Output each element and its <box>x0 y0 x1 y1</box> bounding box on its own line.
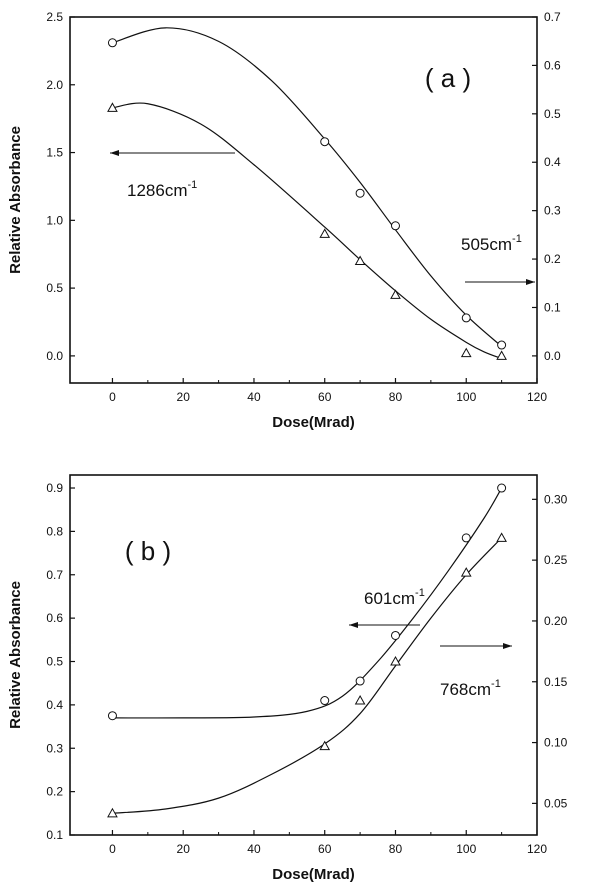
panel-b-y-left-tick-label: 0.5 <box>46 655 63 669</box>
panel-b-y-right-tick-label: 0.30 <box>544 492 568 506</box>
panel-a-x-tick-label: 0 <box>109 390 116 404</box>
panel-b-y-left-tick-label: 0.2 <box>46 785 63 799</box>
panel-a-x-axis-label: Dose(Mrad) <box>272 414 355 431</box>
panel-b-x-tick-label: 80 <box>389 842 403 856</box>
panel-b-series-circle-point <box>497 483 507 493</box>
panel-b-series-triangle-point <box>460 567 472 577</box>
panel-a-y-right-tick-label: 0.0 <box>544 349 561 363</box>
panel-b-y-left-tick-label: 0.6 <box>46 611 63 625</box>
panel-b-series-circle-point <box>320 696 330 706</box>
panel-a-x-tick-label: 100 <box>456 390 476 404</box>
panel-a-y-right-tick-label: 0.4 <box>544 155 561 169</box>
panel-a-series-circle-point <box>497 340 507 350</box>
panel-a-annotation-arrow-right-head <box>526 279 535 285</box>
panel-b-y-left-tick-label: 0.1 <box>46 828 63 842</box>
panel-a-series-circle-point <box>390 221 400 231</box>
panel-a-panel-label: ( a ) <box>425 63 471 93</box>
panel-b-series-triangle-point <box>354 695 366 705</box>
panel-b-x-tick-label: 20 <box>177 842 191 856</box>
panel-a-y-right-tick-label: 0.1 <box>544 300 561 314</box>
panel-b-y-axis-label: Relative Absorbance <box>7 581 24 729</box>
panel-a-x-tick-label: 120 <box>527 390 547 404</box>
panel-a-annotation-arrow-left-head <box>110 150 119 156</box>
panel-b-series-triangle-point <box>390 655 401 666</box>
panel-b-series-triangle-fit-line <box>112 537 503 814</box>
panel-b-y-right-tick-label: 0.05 <box>544 796 568 810</box>
panel-b-y-right-tick-label: 0.10 <box>544 736 568 750</box>
panel-a-x-tick-label: 80 <box>389 390 403 404</box>
panel-a-x-tick-label: 60 <box>318 390 332 404</box>
panel-a-y-right-tick-label: 0.5 <box>544 107 561 121</box>
panel-b-series-triangle-point <box>496 532 507 542</box>
panel-b-y-left-tick-label: 0.7 <box>46 568 63 582</box>
panel-b-y-left-tick-label: 0.3 <box>46 741 63 755</box>
panel-a-y-right-tick-label: 0.2 <box>544 252 561 266</box>
panel-a-y-axis-label: Relative Absorbance <box>7 126 24 274</box>
panel-b-y-left-tick-label: 0.8 <box>46 524 63 538</box>
panel-a-y-left-tick-label: 1.5 <box>46 146 63 160</box>
panel-a-series-circle-point <box>461 313 471 323</box>
panel-a-series-triangle-point <box>390 289 401 299</box>
panel-a-series-triangle-fit-line <box>112 102 502 360</box>
panel-b-panel-label: ( b ) <box>125 536 171 566</box>
panel-a-x-tick-label: 20 <box>177 390 191 404</box>
panel-b-series-triangle-point <box>107 807 118 818</box>
panel-a-series-circle-point <box>320 137 330 147</box>
panel-b-series-circle-fit-line <box>112 487 503 719</box>
panel-a-series-triangle-point <box>460 347 472 358</box>
panel-b-y-right-tick-label: 0.15 <box>544 675 568 689</box>
panel-a-y-right-tick-label: 0.7 <box>544 10 561 24</box>
panel-b-annotation-768cm: 768cm-1 <box>440 678 501 699</box>
panel-a-series-triangle-point <box>107 102 118 112</box>
panel-b-y-left-tick-label: 0.9 <box>46 481 63 495</box>
panel-b-annotation-arrow-right-head <box>503 643 512 649</box>
panel-b-plot-frame <box>69 474 538 836</box>
panel-b-x-axis-label: Dose(Mrad) <box>272 866 355 883</box>
panel-a-y-left-tick-label: 2.5 <box>46 10 63 24</box>
panel-a-chart: 0 20 40 60 80 100 120 0.0 0.5 1.0 1.5 2.0 2.5 0.0 0.1 0… <box>7 10 561 431</box>
panel-b-y-right-tick-label: 0.25 <box>544 553 568 567</box>
panel-b-x-tick-label: 120 <box>527 842 547 856</box>
panel-b-series-circle-point <box>390 630 400 640</box>
panel-b-x-tick-label: 60 <box>318 842 332 856</box>
panel-b-chart: 0 20 40 60 80 100 120 0.1 0.2 0.3 0.4 0.5 0.6 0.7 0.8 0… <box>7 474 568 883</box>
panel-a-y-left-tick-label: 0.5 <box>46 281 63 295</box>
panel-a-series-triangle-point <box>496 350 507 360</box>
panel-a-x-tick-label: 40 <box>247 390 261 404</box>
panel-a-y-left-tick-label: 2.0 <box>46 78 63 92</box>
panel-a-y-right-tick-label: 0.3 <box>544 204 561 218</box>
panel-a-y-left-tick-label: 0.0 <box>46 349 63 363</box>
panel-a-annotation-505cm: 505cm-1 <box>461 233 522 254</box>
panel-a-plot-frame <box>69 16 538 384</box>
panel-b-annotation-arrow-left-head <box>349 622 358 628</box>
panel-b-y-right-tick-label: 0.20 <box>544 614 568 628</box>
panel-b-series-circle-point <box>461 533 471 543</box>
panel-a-series-circle-point <box>355 188 365 198</box>
panel-a-y-right-tick-label: 0.6 <box>544 58 561 72</box>
panel-a-series-circle-fit-line <box>112 27 503 347</box>
panel-a-series-triangle-point <box>354 255 366 265</box>
panel-b-x-tick-label: 0 <box>109 842 116 856</box>
panel-b-annotation-601cm: 601cm-1 <box>364 587 425 608</box>
panel-b-series-circle-point <box>355 676 365 686</box>
panel-b-x-tick-label: 40 <box>247 842 261 856</box>
panel-b-x-tick-label: 100 <box>456 842 476 856</box>
panel-a-series-circle-point <box>107 38 117 48</box>
panel-b-series-circle-point <box>107 711 117 721</box>
panel-b-series-triangle-point <box>319 740 331 751</box>
panel-a-annotation-1286cm: 1286cm-1 <box>127 179 197 200</box>
panel-a-y-left-tick-label: 1.0 <box>46 213 63 227</box>
panel-a-series-triangle-point <box>319 228 331 238</box>
panel-b-y-left-tick-label: 0.4 <box>46 698 63 712</box>
